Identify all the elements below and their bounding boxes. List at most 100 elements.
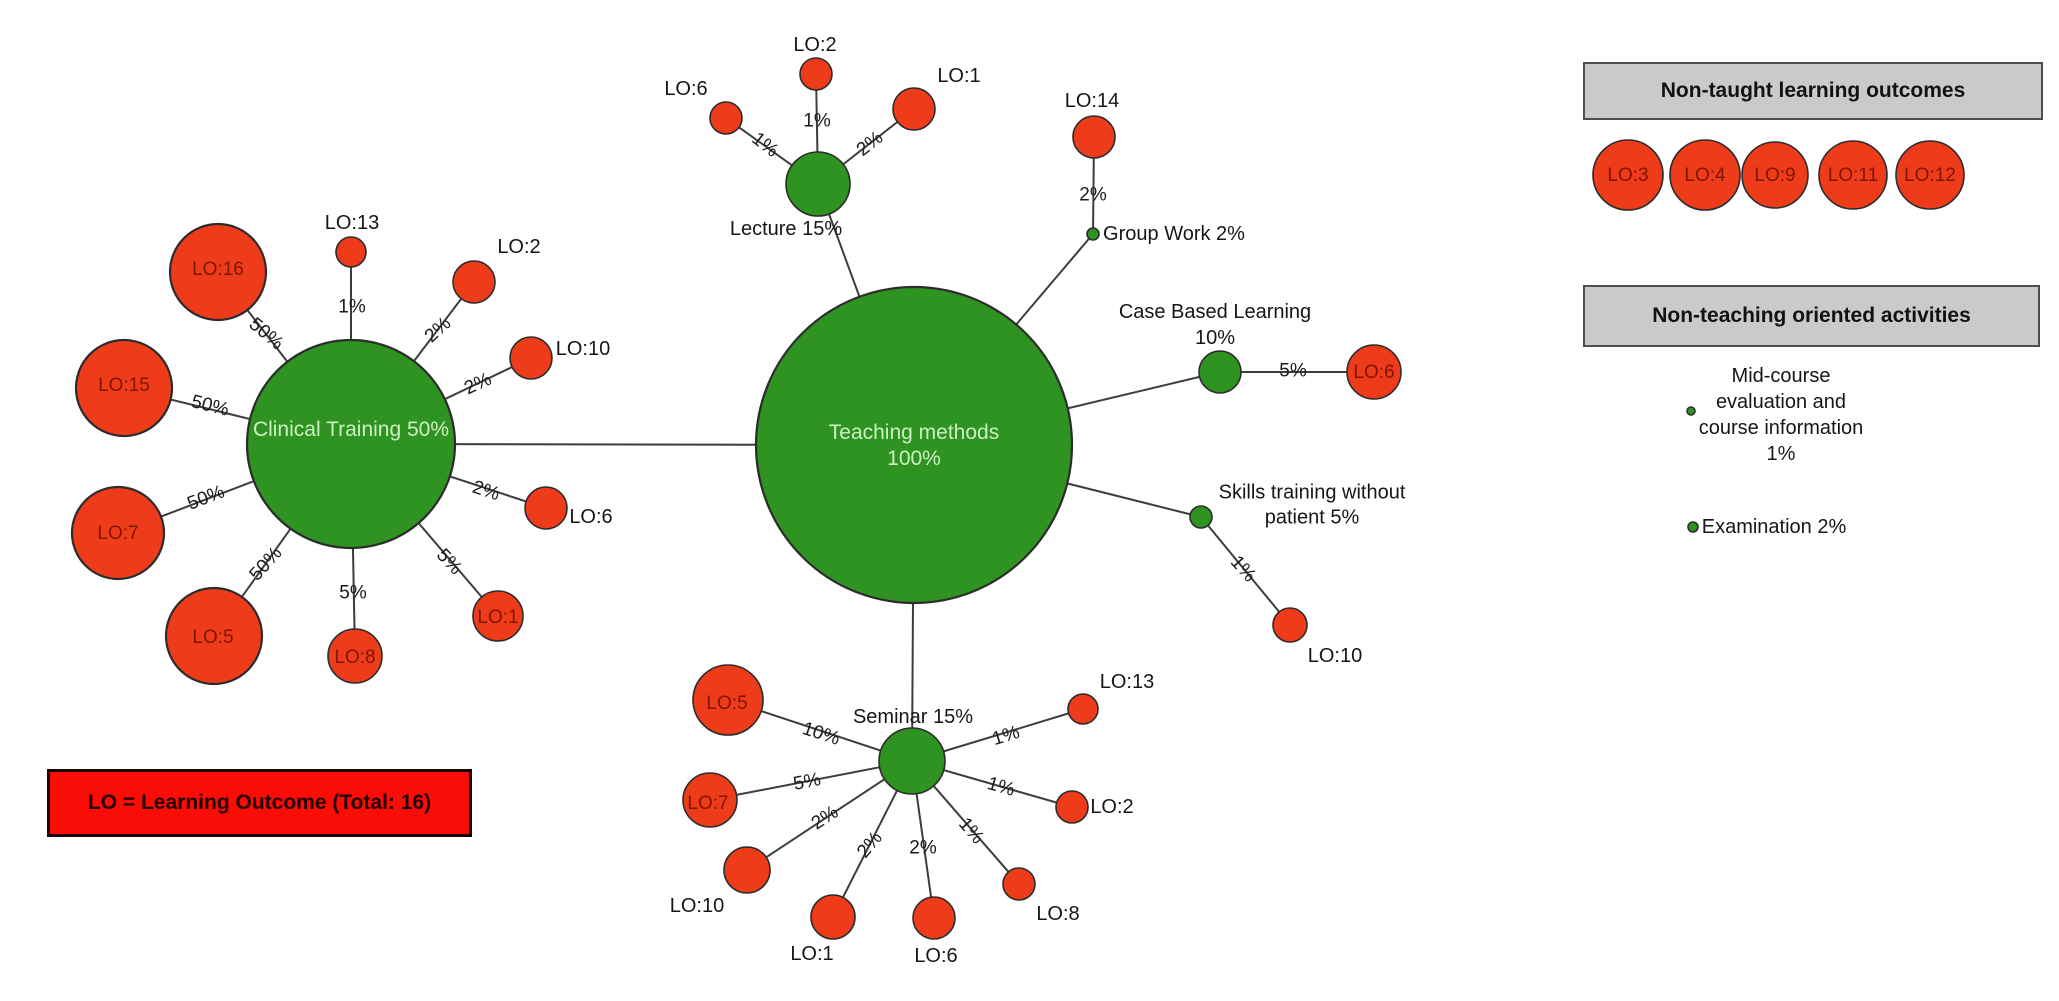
node-l6 (709, 101, 743, 135)
node-c7 (70, 485, 166, 581)
edge-label-clinical-c2: 2% (421, 313, 456, 347)
edge-label-seminar-se6: 2% (909, 838, 937, 859)
node-se1 (810, 894, 856, 940)
edge-label-clinical-c8: 5% (339, 583, 367, 604)
label-exam: Examination 2% (1702, 516, 1847, 538)
label-c15: LO:15 (98, 375, 150, 396)
label-se2: LO:2 (1090, 796, 1133, 818)
edge-label-clinical-c5: 50% (245, 543, 286, 585)
node-casebased (1198, 350, 1242, 394)
edge-label-lecture-l1: 2% (853, 127, 888, 161)
node-n4 (1669, 139, 1741, 211)
legend-label: LO = Learning Outcome (Total: 16) (87, 791, 432, 814)
node-n11 (1818, 140, 1888, 210)
node-c15 (74, 338, 174, 438)
node-se10 (723, 846, 771, 894)
non-taught-header: Non-taught learning outcomes (1583, 62, 2043, 120)
edge-label-seminar-se13: 1% (990, 722, 1023, 750)
label-se13: LO:13 (1100, 671, 1154, 693)
label-n12: LO:12 (1904, 165, 1956, 186)
edge-label-groupwork-g14: 2% (1079, 185, 1107, 206)
legend-box: LO = Learning Outcome (Total: 16) (47, 769, 472, 837)
label-l6: LO:6 (664, 78, 707, 100)
node-seminar (878, 727, 946, 795)
edge-seminar-se7 (709, 760, 913, 801)
edge-label-casebased-cb6: 5% (1279, 361, 1307, 382)
node-n12 (1895, 140, 1965, 210)
label-n3: LO:3 (1607, 165, 1648, 186)
node-l2 (799, 57, 833, 91)
node-c10 (509, 336, 553, 380)
node-se13 (1067, 693, 1099, 725)
label-c16: LO:16 (192, 259, 244, 280)
edge-label-clinical-c7: 50% (184, 481, 227, 514)
edge-label-seminar-se7: 5% (792, 769, 823, 795)
edge-label-clinical-c6: 2% (470, 477, 503, 505)
node-c2 (452, 260, 496, 304)
label-groupwork: Group Work 2% (1103, 223, 1245, 245)
node-l1 (892, 87, 936, 131)
label-teaching: Teaching methods 100% (829, 421, 999, 470)
label-se8: LO:8 (1036, 903, 1079, 925)
label-c7: LO:7 (97, 523, 138, 544)
edge-label-clinical-c10: 2% (461, 369, 495, 400)
node-clinical (245, 338, 457, 550)
node-midcourse (1686, 406, 1696, 416)
label-n11: LO:11 (1828, 165, 1878, 186)
node-c1 (472, 590, 524, 642)
label-clinical: Clinical Training 50% (253, 418, 449, 441)
label-s10: LO:10 (1308, 645, 1362, 667)
non-teaching-header: Non-teaching oriented activities (1583, 285, 2040, 347)
non-teaching-header-label: Non-teaching oriented activities (1652, 304, 1971, 327)
label-n4: LO:4 (1684, 165, 1726, 186)
node-exam (1687, 521, 1699, 533)
node-se6 (912, 896, 956, 940)
edge-label-seminar-se2: 1% (985, 773, 1017, 801)
label-se5: LO:5 (706, 693, 747, 714)
label-se10: LO:10 (670, 895, 724, 917)
label-c1: LO:1 (477, 607, 518, 628)
label-g14: LO:14 (1065, 90, 1119, 112)
edge-label-clinical-c13: 1% (338, 297, 366, 318)
label-se6: LO:6 (914, 945, 957, 967)
edge-skills-s10 (1200, 516, 1291, 626)
node-c8 (327, 628, 383, 684)
node-c5 (164, 586, 264, 686)
edge-label-clinical-c15: 50% (189, 391, 231, 421)
node-s10 (1272, 607, 1308, 643)
node-c6 (524, 486, 568, 530)
label-se7: LO:7 (687, 793, 728, 814)
label-lecture: Lecture 15% (730, 218, 843, 240)
label-midcourse: Mid-course evaluation and course informati… (1699, 365, 1864, 465)
node-se7 (682, 772, 738, 828)
node-teaching (754, 285, 1074, 605)
label-c2: LO:2 (497, 236, 540, 258)
node-skills (1189, 505, 1213, 529)
node-lecture (785, 151, 851, 217)
node-groupwork (1086, 227, 1100, 241)
node-se2 (1055, 790, 1089, 824)
label-cb6: LO:6 (1353, 362, 1394, 383)
edge-label-seminar-se1: 2% (853, 828, 887, 863)
label-n9: LO:9 (1754, 165, 1795, 186)
edge-label-lecture-l6: 1% (748, 128, 783, 162)
label-casebased: Case Based Learning 10% (1119, 301, 1311, 349)
label-se1: LO:1 (790, 943, 833, 965)
label-l1: LO:1 (937, 65, 980, 87)
edge-label-clinical-c16: 50% (245, 314, 288, 355)
node-g14 (1072, 115, 1116, 159)
label-c10: LO:10 (556, 338, 610, 360)
label-l2: LO:2 (793, 34, 836, 56)
label-skills: Skills training without patient 5% (1219, 482, 1406, 529)
edge-label-seminar-se10: 2% (808, 802, 843, 835)
node-c13 (335, 236, 367, 268)
label-c8: LO:8 (334, 647, 375, 668)
edge-label-seminar-se5: 10% (800, 718, 843, 750)
node-n3 (1592, 139, 1664, 211)
node-se8 (1002, 867, 1036, 901)
label-c6: LO:6 (569, 506, 612, 528)
node-cb6 (1346, 344, 1402, 400)
label-c13: LO:13 (325, 212, 379, 234)
